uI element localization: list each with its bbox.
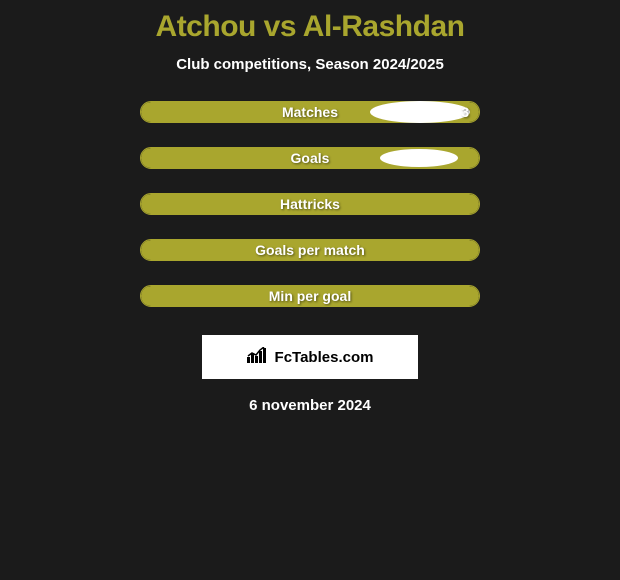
stat-value: 3	[461, 104, 469, 120]
logo-text: FcTables.com	[275, 349, 374, 366]
stat-label: Min per goal	[269, 288, 351, 304]
player-right-ellipse	[380, 149, 458, 167]
stat-label: Matches	[282, 104, 338, 120]
footer-logo: FcTables.com	[202, 335, 418, 379]
stat-bar: Min per goal	[140, 285, 480, 307]
date-text: 6 november 2024	[249, 397, 371, 414]
chart-icon	[247, 347, 269, 367]
stat-label: Hattricks	[280, 196, 340, 212]
chart-container: Atchou vs Al-Rashdan Club competitions, …	[0, 0, 620, 414]
page-title: Atchou vs Al-Rashdan	[156, 10, 465, 44]
stat-rows: Matches 3 Goals Hattricks Goals per match Min…	[140, 101, 480, 331]
logo-inner: FcTables.com	[247, 347, 374, 367]
page-subtitle: Club competitions, Season 2024/2025	[176, 56, 444, 73]
stat-row: Matches 3	[140, 101, 480, 123]
stat-row: Min per goal	[140, 285, 480, 307]
stat-label: Goals	[291, 150, 330, 166]
player-right-ellipse	[370, 101, 470, 123]
stat-label: Goals per match	[255, 242, 365, 258]
stat-row: Goals per match	[140, 239, 480, 261]
stat-bar: Hattricks	[140, 193, 480, 215]
stat-row: Hattricks	[140, 193, 480, 215]
stat-bar: Goals per match	[140, 239, 480, 261]
stat-row: Goals	[140, 147, 480, 169]
